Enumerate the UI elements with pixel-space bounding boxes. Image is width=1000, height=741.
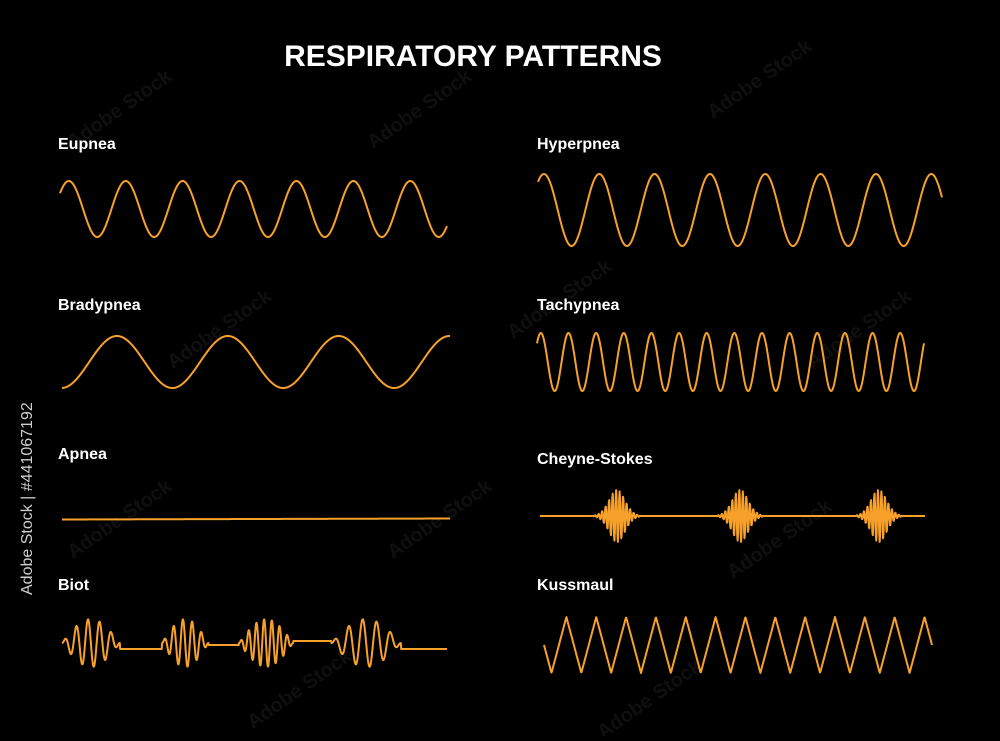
waveform (539, 489, 926, 543)
waveform (61, 618, 448, 668)
waveform (537, 173, 943, 247)
pattern-label: Hyperpnea (537, 136, 620, 153)
waveform (543, 616, 933, 674)
pattern-label: Bradypnea (58, 297, 141, 314)
pattern-label: Biot (58, 577, 90, 594)
waveform (61, 517, 451, 521)
pattern-label: Eupnea (58, 136, 116, 153)
pattern-label: Kussmaul (537, 577, 613, 594)
waveforms (59, 173, 943, 674)
waveform (59, 180, 448, 238)
pattern-label: Apnea (58, 446, 107, 463)
side-label: Adobe Stock | #441067192 (19, 402, 36, 595)
title: RESPIRATORY PATTERNS (284, 40, 662, 73)
waveform (536, 332, 925, 392)
pattern-label: Cheyne-Stokes (537, 451, 653, 468)
pattern-label: Tachypnea (537, 297, 620, 314)
waveform (61, 335, 451, 389)
